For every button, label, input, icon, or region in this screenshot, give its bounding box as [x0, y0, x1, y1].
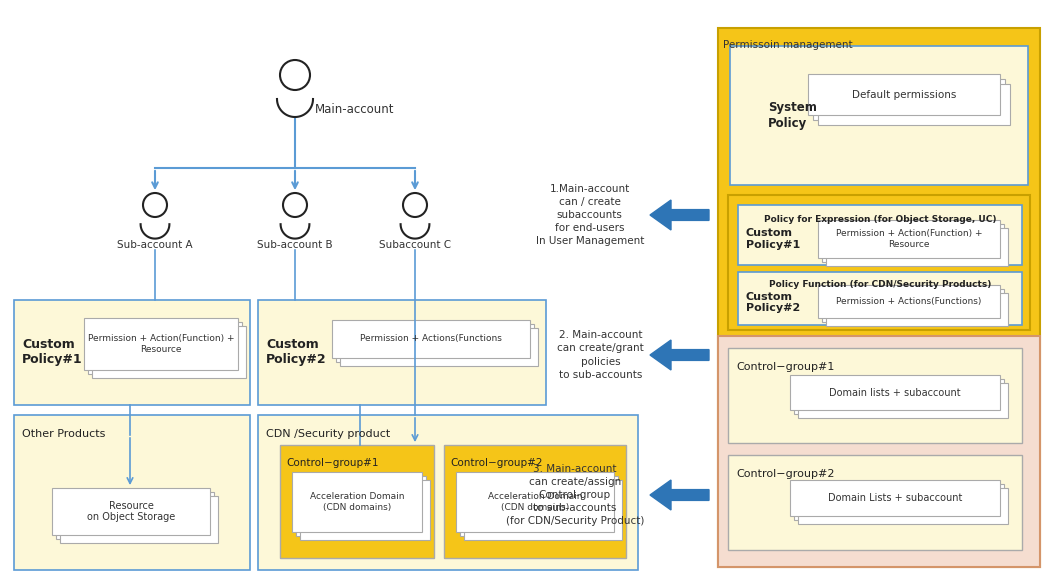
Bar	[730, 46, 1028, 185]
Bar	[790, 375, 1000, 410]
Bar	[331, 320, 530, 358]
Bar	[14, 415, 250, 570]
Text: Custom
Policy#1: Custom Policy#1	[22, 339, 83, 366]
Text: Policy for Expression (for Object Storage, UC): Policy for Expression (for Object Storag…	[764, 215, 997, 224]
Bar	[456, 472, 614, 532]
Text: 2. Main-account
can create/grant
policies
to sub-accounts: 2. Main-account can create/grant policie…	[557, 330, 644, 380]
Text: Control−group#1: Control−group#1	[286, 458, 379, 468]
Bar	[14, 300, 250, 405]
Polygon shape	[650, 340, 709, 370]
Text: Permission + Actions(Functions: Permission + Actions(Functions	[360, 335, 501, 343]
Text: Main-account: Main-account	[315, 103, 394, 116]
Text: Domain Lists + subaccount: Domain Lists + subaccount	[828, 493, 962, 503]
Bar	[292, 472, 422, 532]
Bar	[822, 224, 1004, 262]
Text: Default permissions: Default permissions	[852, 89, 957, 100]
Bar	[826, 228, 1008, 266]
Bar	[296, 476, 426, 536]
Bar	[818, 84, 1010, 125]
Bar	[826, 293, 1008, 326]
Bar	[728, 455, 1022, 550]
Text: Custom
Policy#2: Custom Policy#2	[746, 292, 800, 313]
Text: Resource
on Object Storage: Resource on Object Storage	[87, 501, 175, 522]
Text: System
Policy: System Policy	[768, 102, 817, 130]
Bar	[444, 445, 626, 558]
Bar	[88, 322, 242, 374]
Text: Subaccount C: Subaccount C	[379, 240, 451, 250]
Text: Custom
Policy#2: Custom Policy#2	[266, 339, 326, 366]
Bar	[258, 415, 638, 570]
Bar	[794, 379, 1004, 414]
Text: Acceleration Domain
(CDN domains): Acceleration Domain (CDN domains)	[309, 492, 404, 512]
Text: Permissoin management: Permissoin management	[723, 40, 853, 50]
Bar	[738, 272, 1022, 325]
Bar	[280, 445, 434, 558]
Bar	[464, 480, 622, 540]
Text: Permission + Action(Function) +
Resource: Permission + Action(Function) + Resource	[836, 230, 982, 249]
Text: Control−group#1: Control−group#1	[736, 362, 834, 372]
Bar	[728, 195, 1030, 330]
Bar	[60, 496, 218, 543]
Bar	[794, 484, 1004, 520]
Text: CDN /Security product: CDN /Security product	[266, 429, 390, 439]
Bar	[808, 74, 1000, 115]
Text: Sub-account B: Sub-account B	[257, 240, 333, 250]
Bar	[818, 220, 1000, 258]
Text: Permission + Action(Function) +
Resource: Permission + Action(Function) + Resource	[88, 335, 234, 354]
Text: Control−group#2: Control−group#2	[450, 458, 542, 468]
Text: Policy Function (for CDN/Security Products): Policy Function (for CDN/Security Produc…	[769, 280, 991, 289]
Bar	[340, 328, 538, 366]
Text: 3. Main-account
can create/assign
Control-group
to sub-accounts
(for CDN/Securit: 3. Main-account can create/assign Contro…	[506, 464, 644, 527]
Text: Acceleration Domain
(CDN domains): Acceleration Domain (CDN domains)	[488, 492, 582, 512]
Bar	[92, 326, 247, 378]
Bar	[798, 488, 1008, 524]
Bar	[52, 488, 210, 535]
Bar	[718, 28, 1040, 567]
Polygon shape	[650, 200, 709, 230]
Bar	[461, 476, 618, 536]
Text: Permission + Actions(Functions): Permission + Actions(Functions)	[836, 297, 982, 306]
Bar	[300, 480, 430, 540]
Bar	[822, 289, 1004, 322]
Text: Domain lists + subaccount: Domain lists + subaccount	[829, 387, 961, 397]
Bar	[718, 336, 1040, 567]
Bar	[818, 285, 1000, 318]
Bar	[798, 383, 1008, 418]
Bar	[813, 79, 1005, 120]
Text: 1.Main-account
can / create
subaccounts
for end-users
In User Management: 1.Main-account can / create subaccounts …	[536, 184, 644, 247]
Text: Other Products: Other Products	[22, 429, 105, 439]
Bar	[56, 492, 214, 539]
Bar	[84, 318, 238, 370]
Bar	[728, 348, 1022, 443]
Bar	[258, 300, 545, 405]
Text: Sub-account A: Sub-account A	[117, 240, 193, 250]
Bar	[790, 480, 1000, 516]
Bar	[336, 324, 534, 362]
Text: Control−group#2: Control−group#2	[736, 469, 835, 479]
Text: Custom
Policy#1: Custom Policy#1	[746, 228, 800, 250]
Bar	[738, 205, 1022, 265]
Polygon shape	[650, 480, 709, 510]
